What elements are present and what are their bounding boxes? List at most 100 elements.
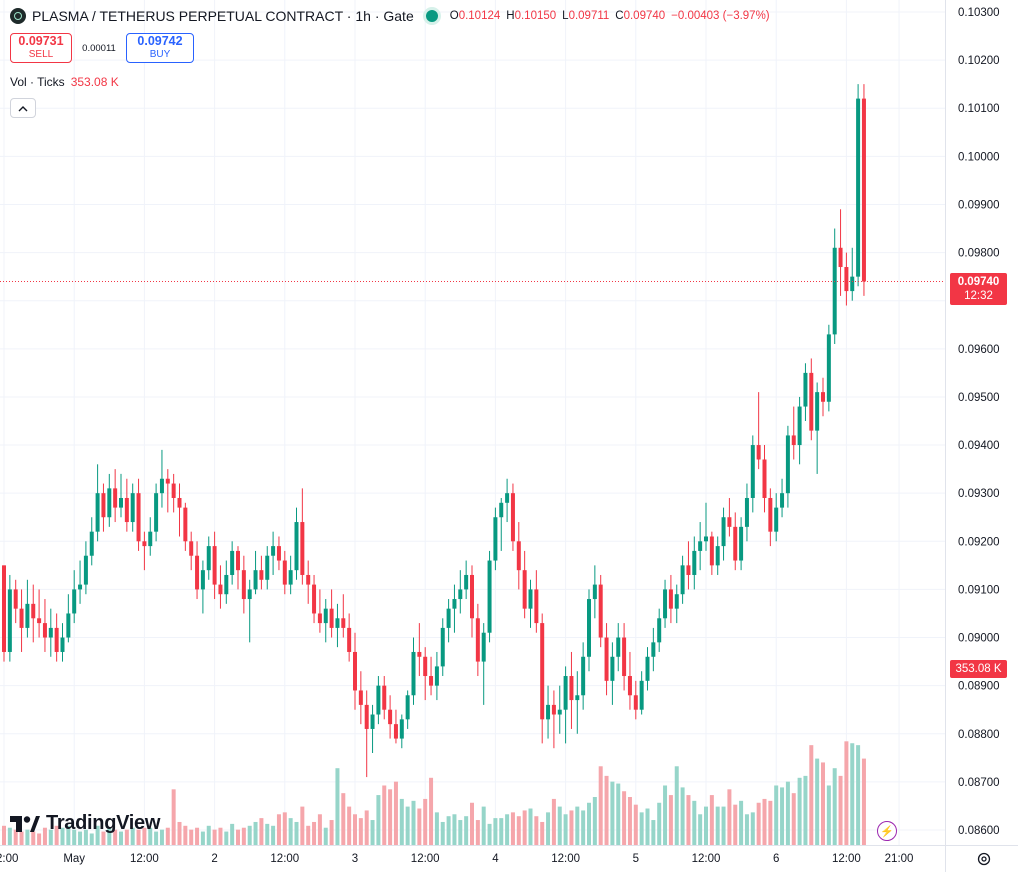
y-tick-label: 0.09300: [958, 488, 1000, 500]
candle-body: [686, 565, 691, 575]
x-tick-label: 12:00: [692, 853, 721, 865]
candle-body: [306, 574, 311, 585]
candle-body: [300, 522, 305, 575]
volume-bar: [399, 798, 404, 845]
y-tick-label: 0.08600: [958, 825, 1000, 837]
candle-body: [165, 478, 170, 484]
candle-body: [329, 608, 334, 628]
volume-bar: [721, 806, 726, 845]
candle-body: [276, 546, 281, 561]
candle-body: [826, 334, 831, 402]
candle-body: [680, 565, 685, 595]
volume-bar: [610, 781, 615, 845]
candle-body: [101, 493, 106, 518]
change-value: −0.00403 (−3.97%): [671, 10, 770, 22]
volume-bar: [505, 814, 510, 845]
volume-bar: [791, 793, 796, 845]
volume-bar: [680, 787, 685, 845]
low-label: L: [562, 10, 569, 22]
sell-button[interactable]: 0.09731 SELL: [10, 33, 72, 63]
volume-bar: [850, 743, 855, 845]
price-axis[interactable]: 0.10300 0.10200 0.10100 0.10000 0.09900 0.098…: [958, 7, 1000, 837]
collapse-legend-button[interactable]: [10, 98, 36, 118]
volume-bar: [288, 818, 293, 845]
candle-body: [856, 98, 861, 277]
volume-bar: [364, 810, 369, 845]
volume-bar: [604, 775, 609, 845]
candle-body: [610, 656, 615, 681]
volume-bar: [499, 818, 504, 845]
candle-body: [446, 608, 451, 628]
symbol-title[interactable]: PLASMA / TETHERUS PERPETUAL CONTRACT · 1…: [32, 8, 414, 24]
volume-bar: [165, 827, 170, 845]
volume-bar: [844, 741, 849, 845]
gear-icon[interactable]: [976, 851, 992, 867]
candle-body: [177, 497, 182, 508]
candle-body: [651, 642, 656, 657]
volume-bar: [440, 821, 445, 845]
open-label: O: [449, 10, 459, 22]
volume-bar: [698, 814, 703, 845]
candle-body: [592, 584, 597, 600]
volume-bar: [832, 768, 837, 845]
volume-value-tag: 353.08 K: [950, 660, 1007, 678]
candle-body: [581, 656, 586, 696]
close-label: C: [615, 10, 624, 22]
volume-bar: [37, 833, 42, 845]
volume-bar: [534, 816, 539, 845]
volume-bar: [452, 814, 457, 845]
volume-bar: [826, 785, 831, 845]
volume-bar: [317, 814, 322, 845]
candle-body: [780, 493, 785, 508]
y-tick-label: 0.08700: [958, 777, 1000, 789]
volume-bar: [715, 806, 720, 845]
candle-body: [546, 704, 551, 720]
x-tick-label: 21:00: [885, 853, 914, 865]
buy-button[interactable]: 0.09742 BUY: [126, 33, 194, 63]
x-tick-label: 5: [633, 853, 639, 865]
candle-body: [803, 372, 808, 407]
volume-bar: [575, 806, 580, 845]
volume-legend-label: Vol · Ticks: [10, 75, 65, 89]
volume-legend[interactable]: Vol · Ticks 353.08 K: [10, 75, 119, 89]
ohlc-values: O0.10124 H0.10150 L0.09711 C0.09740 −0.0…: [450, 10, 770, 22]
candle-body: [37, 618, 42, 624]
candle-body: [727, 517, 732, 527]
candle-body: [540, 623, 545, 720]
candle-body: [861, 98, 866, 282]
candle-body: [493, 517, 498, 561]
volume-bar: [803, 775, 808, 845]
volume-bar: [294, 821, 299, 845]
y-tick-label: 0.09100: [958, 584, 1000, 596]
volume-bar: [347, 806, 352, 845]
volume-bar: [475, 820, 480, 845]
volume-bar: [276, 814, 281, 845]
candle-body: [721, 517, 726, 547]
volume-bar: [487, 823, 492, 845]
candle-body: [370, 714, 375, 729]
y-tick-label: 0.08800: [958, 729, 1000, 741]
tradingview-logo[interactable]: TradingView: [10, 812, 160, 835]
candle-body: [259, 570, 264, 580]
candle-body: [405, 695, 410, 720]
candle-body: [587, 599, 591, 657]
candle-body: [575, 695, 580, 701]
candle-body: [136, 493, 141, 542]
y-tick-label: 0.10300: [958, 7, 1000, 19]
volume-bar: [72, 829, 77, 845]
candle-body: [247, 589, 252, 600]
candle-body: [130, 493, 135, 523]
volume-bar: [856, 745, 861, 845]
volume-bar: [31, 831, 36, 845]
candle-body: [48, 627, 53, 638]
candle-body: [821, 392, 825, 402]
volume-bar: [95, 825, 100, 845]
volume-bar: [446, 816, 451, 845]
candle-body: [850, 276, 855, 292]
tradingview-wordmark: TradingView: [46, 812, 161, 834]
candle-body: [335, 618, 340, 628]
candle-body: [475, 618, 480, 662]
time-axis[interactable]: 12:00 May 12:00 2 12:00 3 12:00 4 12:00 5 12:00 6 12…: [0, 853, 913, 865]
lightning-icon[interactable]: ⚡: [877, 821, 897, 841]
